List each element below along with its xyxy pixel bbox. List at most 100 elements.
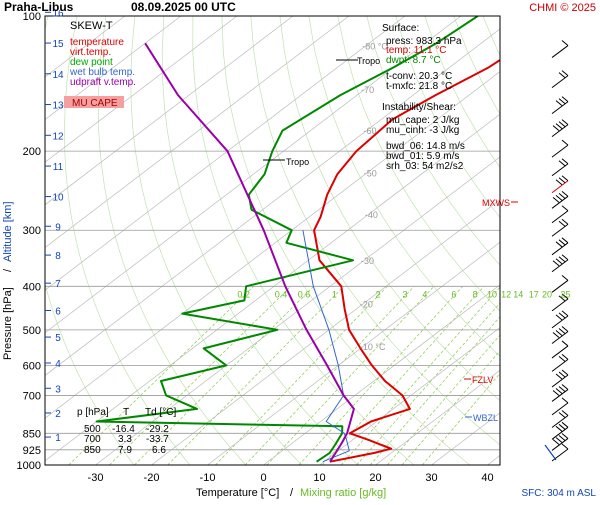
wind-barb-feather	[562, 159, 568, 164]
wind-barb-feather	[559, 435, 565, 440]
wind-barb-feather	[556, 101, 562, 106]
x-axis-temp-label: Temperature [°C]	[196, 487, 279, 499]
wind-barb-staff	[552, 359, 568, 371]
y-axis-sep: /	[2, 268, 14, 272]
mu-cape-button-label: MU CAPE	[72, 98, 118, 109]
altitude-tick-label: 15	[52, 39, 64, 50]
wind-barb	[552, 97, 568, 114]
wind-barb-feather	[562, 384, 568, 389]
wind-barb	[552, 206, 568, 223]
srh03-value: srh_03: 54 m2/s2	[386, 161, 464, 172]
wind-barb-feather	[559, 178, 565, 183]
mxws-label: MXWS	[482, 198, 510, 208]
pressure-tick-label: 600	[23, 360, 41, 372]
wind-barb-staff	[552, 46, 568, 58]
altitude-tick-label: 7	[55, 279, 61, 290]
wind-barb-feather	[562, 206, 568, 211]
wind-barb-feather	[562, 422, 568, 427]
pressure-tick-label: 850	[23, 428, 41, 440]
isotherm-label: -40	[365, 210, 378, 220]
wind-barb-feather	[559, 257, 565, 262]
wind-barb	[552, 341, 568, 358]
wind-barb-feather	[559, 122, 565, 127]
altitude-tick-label: 12	[52, 131, 64, 142]
dry-adiabat	[338, 16, 600, 465]
wind-barb-feather	[553, 261, 559, 266]
mu-cinh-value: mu_cinh: -3 J/kg	[386, 125, 459, 136]
wind-barb	[552, 370, 568, 387]
fzlv-label: FZLV	[472, 375, 493, 385]
mixing-ratio-label: 17	[529, 289, 539, 299]
isotherm	[152, 16, 600, 465]
altitude-tick-label: 11	[53, 162, 64, 173]
pressure-tick-label: 700	[23, 390, 41, 402]
mixing-ratio-line	[245, 286, 414, 465]
wind-barb	[552, 120, 568, 137]
mixing-ratio-label: 12	[501, 289, 511, 299]
wind-barb	[552, 191, 568, 208]
wind-barb-feather	[562, 255, 568, 260]
series-layer	[97, 16, 590, 462]
wind-barb-feather	[556, 330, 562, 335]
pressure-tick-label: 1000	[17, 460, 41, 472]
wind-barb-feather	[562, 326, 568, 331]
table-header-td: Td [°C]	[145, 407, 176, 418]
wind-barb	[552, 159, 568, 176]
dry-adiabat	[193, 16, 414, 465]
altitude-tick-label: 10	[52, 193, 64, 204]
wind-barb	[552, 238, 568, 255]
tropopause-upper-label: Tropo	[357, 56, 380, 66]
wind-barb-feather	[556, 180, 562, 185]
isotherm	[0, 16, 293, 465]
wind-barb-feather	[562, 341, 568, 346]
pressure-tick-label: 925	[23, 445, 41, 457]
wind-barb	[552, 41, 568, 58]
wind-barb-feather	[553, 390, 559, 395]
mixing-ratio-label: 3	[403, 289, 408, 299]
mixing-ratio-label: 0.4	[275, 289, 288, 299]
table-header-p: p [hPa]	[77, 407, 109, 418]
temperature-tick-label: 20	[369, 472, 381, 484]
wind-barb-feather	[559, 412, 565, 417]
altitude-tick-label: 1	[55, 433, 61, 444]
wind-barb-staff	[552, 449, 568, 461]
surface-info: Surface: press: 983.3 hPa temp: 11.1 °C …	[382, 23, 465, 172]
wind-barb-staff	[552, 299, 568, 311]
temperature-tick-label: 30	[425, 472, 437, 484]
mixing-ratio-label: 10	[487, 289, 497, 299]
isotherm-label: -30	[361, 256, 374, 266]
datetime-title: 08.09.2025 00 UTC	[131, 0, 236, 14]
wind-barb-feather	[562, 97, 568, 102]
isotherm-label: -60	[363, 126, 376, 136]
isotherm-label: -70	[361, 85, 374, 95]
wind-barb-feather	[556, 374, 562, 379]
altitude-tick-label: 4	[55, 359, 61, 370]
wind-barb-feather	[559, 240, 565, 245]
wind-barb	[552, 384, 568, 401]
mixing-ratio-label: 8	[473, 289, 478, 299]
wind-barb-feather	[556, 315, 562, 320]
wind-barb-feather	[556, 242, 562, 247]
instability-title: Instability/Shear:	[382, 102, 456, 113]
wind-barb	[552, 398, 568, 415]
wind-barb-feather	[553, 439, 559, 444]
wind-barb	[552, 140, 568, 157]
table-cell: 7.9	[118, 445, 132, 456]
mixing-ratio-label: 2	[376, 289, 381, 299]
wind-barb-feather	[556, 259, 562, 264]
wind-barb-staff	[552, 211, 568, 223]
wind-barb-feather	[562, 433, 568, 438]
wind-barb-feather	[562, 71, 568, 76]
isotherm	[488, 16, 600, 465]
altitude-tick-label: 14	[52, 70, 64, 81]
sfc-altitude-label: SFC: 304 m ASL	[522, 488, 597, 499]
mixing-ratio-label: 14	[513, 289, 523, 299]
wind-barb-staff	[552, 346, 568, 358]
wind-barb-feather	[553, 126, 559, 131]
wind-barb-staff	[552, 224, 568, 236]
levels-table: p [hPa] T Td [°C] 500 -16.4 -29.2 700 3.…	[77, 407, 176, 456]
wind-barb-feather	[562, 410, 568, 415]
mixing-ratio-line	[370, 286, 527, 465]
